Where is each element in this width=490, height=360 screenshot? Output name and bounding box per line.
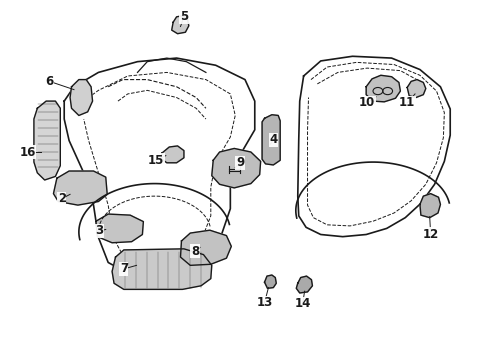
Polygon shape [366, 75, 400, 102]
Text: 13: 13 [256, 296, 272, 309]
Polygon shape [112, 249, 212, 289]
Text: 7: 7 [120, 262, 128, 275]
Polygon shape [172, 16, 189, 34]
Polygon shape [180, 230, 231, 265]
Polygon shape [34, 101, 60, 180]
Polygon shape [265, 275, 276, 288]
Polygon shape [262, 115, 280, 165]
Text: 2: 2 [58, 192, 66, 205]
Text: 5: 5 [180, 10, 188, 23]
Text: 16: 16 [20, 145, 36, 158]
Polygon shape [53, 171, 107, 205]
Text: 14: 14 [294, 297, 311, 310]
Text: 11: 11 [399, 96, 416, 109]
Text: 10: 10 [359, 96, 375, 109]
Polygon shape [70, 80, 93, 116]
Polygon shape [161, 146, 184, 163]
Polygon shape [212, 148, 261, 188]
Polygon shape [296, 276, 313, 293]
Text: 3: 3 [96, 224, 103, 238]
Text: 12: 12 [422, 228, 439, 241]
Text: 4: 4 [269, 133, 277, 146]
Text: 8: 8 [191, 244, 199, 257]
Text: 6: 6 [46, 75, 54, 88]
Polygon shape [96, 214, 144, 243]
Text: 15: 15 [148, 154, 164, 167]
Text: 9: 9 [236, 156, 244, 169]
Polygon shape [420, 194, 441, 218]
Polygon shape [407, 80, 426, 98]
